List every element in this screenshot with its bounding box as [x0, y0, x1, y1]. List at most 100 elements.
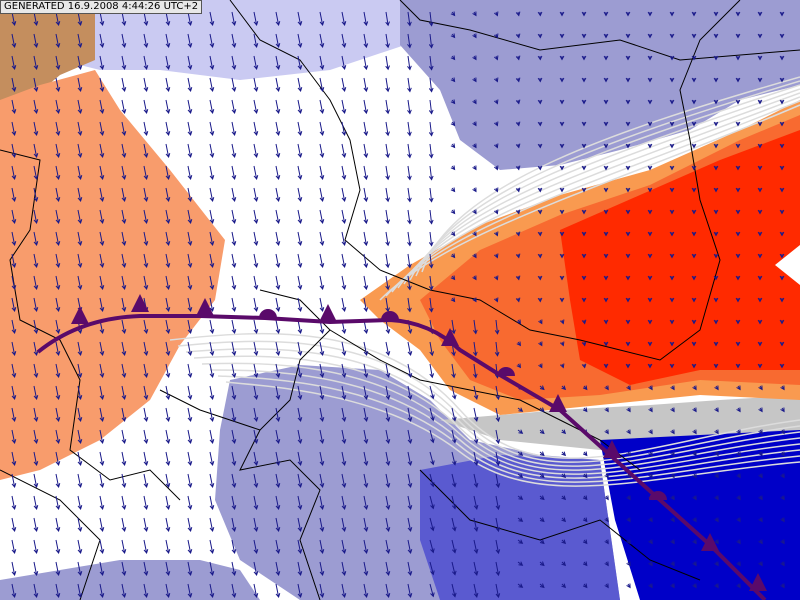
- wind-arrow: [165, 253, 171, 269]
- wind-arrow: [539, 473, 545, 479]
- wind-arrow: [603, 231, 609, 237]
- wind-arrow: [341, 231, 347, 247]
- wind-arrow: [55, 319, 61, 335]
- wind-arrow: [143, 275, 149, 291]
- wind-arrow: [319, 275, 325, 291]
- wind-arrow: [187, 77, 193, 93]
- wind-arrow: [451, 363, 456, 379]
- wind-arrow: [736, 561, 741, 567]
- wind-arrow: [692, 561, 697, 567]
- wind-arrow: [385, 473, 391, 489]
- wind-arrow: [735, 143, 741, 149]
- wind-arrow: [99, 451, 105, 467]
- wind-arrow: [165, 341, 171, 357]
- wind-arrow: [99, 539, 105, 555]
- wind-arrow: [209, 275, 215, 291]
- wind-arrow: [581, 11, 587, 17]
- warm-front-semicircle: [497, 367, 515, 376]
- wind-arrow: [55, 33, 61, 49]
- wind-arrow: [33, 121, 39, 137]
- wind-arrow: [275, 407, 281, 423]
- wind-arrow: [581, 55, 587, 61]
- wind-arrow: [537, 209, 543, 215]
- wind-arrow: [407, 451, 413, 467]
- wind-arrow: [582, 539, 588, 545]
- wind-arrow: [537, 33, 543, 39]
- wind-arrow: [669, 187, 675, 193]
- wind-arrow: [363, 121, 369, 137]
- wind-arrow: [11, 143, 17, 159]
- wind-arrow: [99, 275, 105, 291]
- wind-arrow: [77, 209, 83, 225]
- wind-arrow: [603, 341, 609, 347]
- wind-arrow: [757, 187, 763, 193]
- wind-arrow: [559, 209, 565, 215]
- wind-arrow: [385, 517, 391, 533]
- wind-arrow: [714, 539, 719, 545]
- wind-arrow: [55, 385, 61, 401]
- wind-arrow: [451, 473, 457, 488]
- wind-arrow: [515, 209, 521, 215]
- wind-arrow: [121, 99, 127, 115]
- wind-arrow: [625, 55, 631, 61]
- wind-arrow: [735, 77, 741, 83]
- wind-arrow: [625, 297, 631, 303]
- wind-arrow: [143, 143, 149, 159]
- wind-arrow: [11, 297, 17, 313]
- wind-arrow: [231, 121, 237, 137]
- wind-arrow: [275, 561, 281, 577]
- wind-arrow: [187, 495, 193, 511]
- wind-arrow: [319, 11, 325, 27]
- wind-arrow: [493, 187, 499, 193]
- wind-arrow: [495, 583, 501, 599]
- wind-arrow: [77, 583, 83, 599]
- wind-arrow: [319, 583, 325, 599]
- wind-arrow: [779, 253, 785, 259]
- wind-arrow: [33, 407, 39, 423]
- wind-arrow: [121, 451, 127, 467]
- wind-arrow: [385, 363, 391, 379]
- wind-arrow: [625, 253, 631, 259]
- blue-north: [400, 0, 800, 170]
- wind-arrow: [275, 583, 281, 599]
- wind-arrow: [559, 341, 565, 347]
- wind-arrow: [495, 429, 501, 445]
- wind-arrow: [11, 539, 17, 555]
- wind-arrow: [33, 99, 39, 115]
- wind-arrow: [669, 77, 675, 83]
- wind-arrow: [275, 99, 281, 115]
- cold-front-triangle: [549, 394, 567, 412]
- wind-arrow: [692, 451, 697, 457]
- wind-arrow: [757, 363, 763, 369]
- wind-arrow: [626, 561, 631, 567]
- wind-arrow: [253, 187, 259, 203]
- wind-arrow: [669, 11, 675, 17]
- wind-arrow: [537, 165, 543, 171]
- wind-arrow: [99, 99, 105, 115]
- wind-arrow: [493, 121, 499, 127]
- wind-arrow: [736, 385, 741, 391]
- wind-arrow: [99, 33, 105, 49]
- wind-arrow: [581, 297, 587, 303]
- wind-arrow: [341, 561, 347, 577]
- wind-arrow: [209, 143, 215, 159]
- wind-arrow: [493, 33, 499, 39]
- wind-arrow: [253, 583, 259, 599]
- wind-arrow: [626, 539, 631, 545]
- wind-arrow: [297, 583, 303, 599]
- wind-arrow: [187, 451, 193, 467]
- wind-arrow: [385, 121, 390, 137]
- wind-arrow: [143, 473, 149, 489]
- wind-arrow: [11, 495, 17, 511]
- wind-arrow: [758, 429, 763, 435]
- wind-arrow: [231, 561, 237, 577]
- wind-arrow: [253, 319, 259, 335]
- wind-arrow: [736, 473, 741, 479]
- wind-arrow: [472, 187, 477, 193]
- wind-arrow: [187, 165, 193, 181]
- wind-arrow: [713, 231, 719, 237]
- wind-arrow: [297, 99, 303, 115]
- wind-arrow: [209, 165, 215, 181]
- wind-arrow: [99, 77, 105, 93]
- wind-arrow: [165, 231, 171, 247]
